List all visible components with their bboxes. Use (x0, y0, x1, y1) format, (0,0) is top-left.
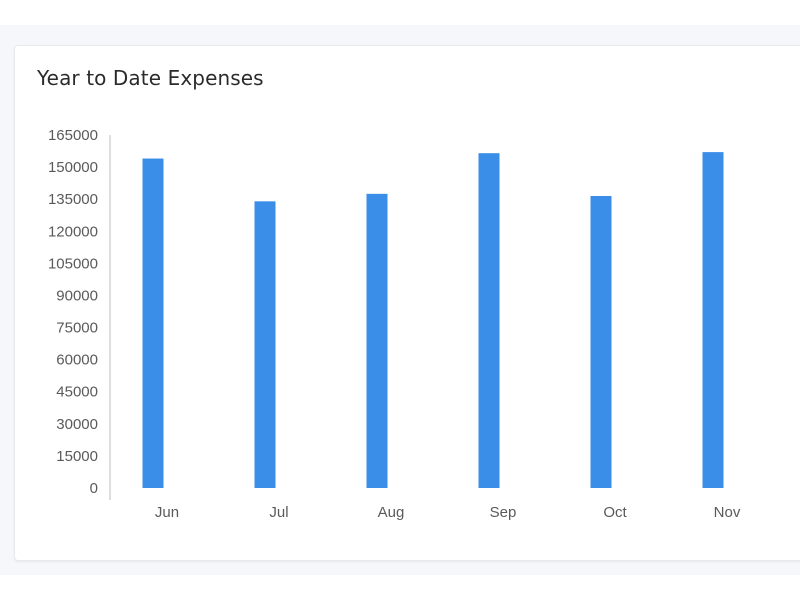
card-title: Year to Date Expenses (37, 66, 264, 90)
expenses-card: Year to Date Expenses (14, 45, 800, 561)
